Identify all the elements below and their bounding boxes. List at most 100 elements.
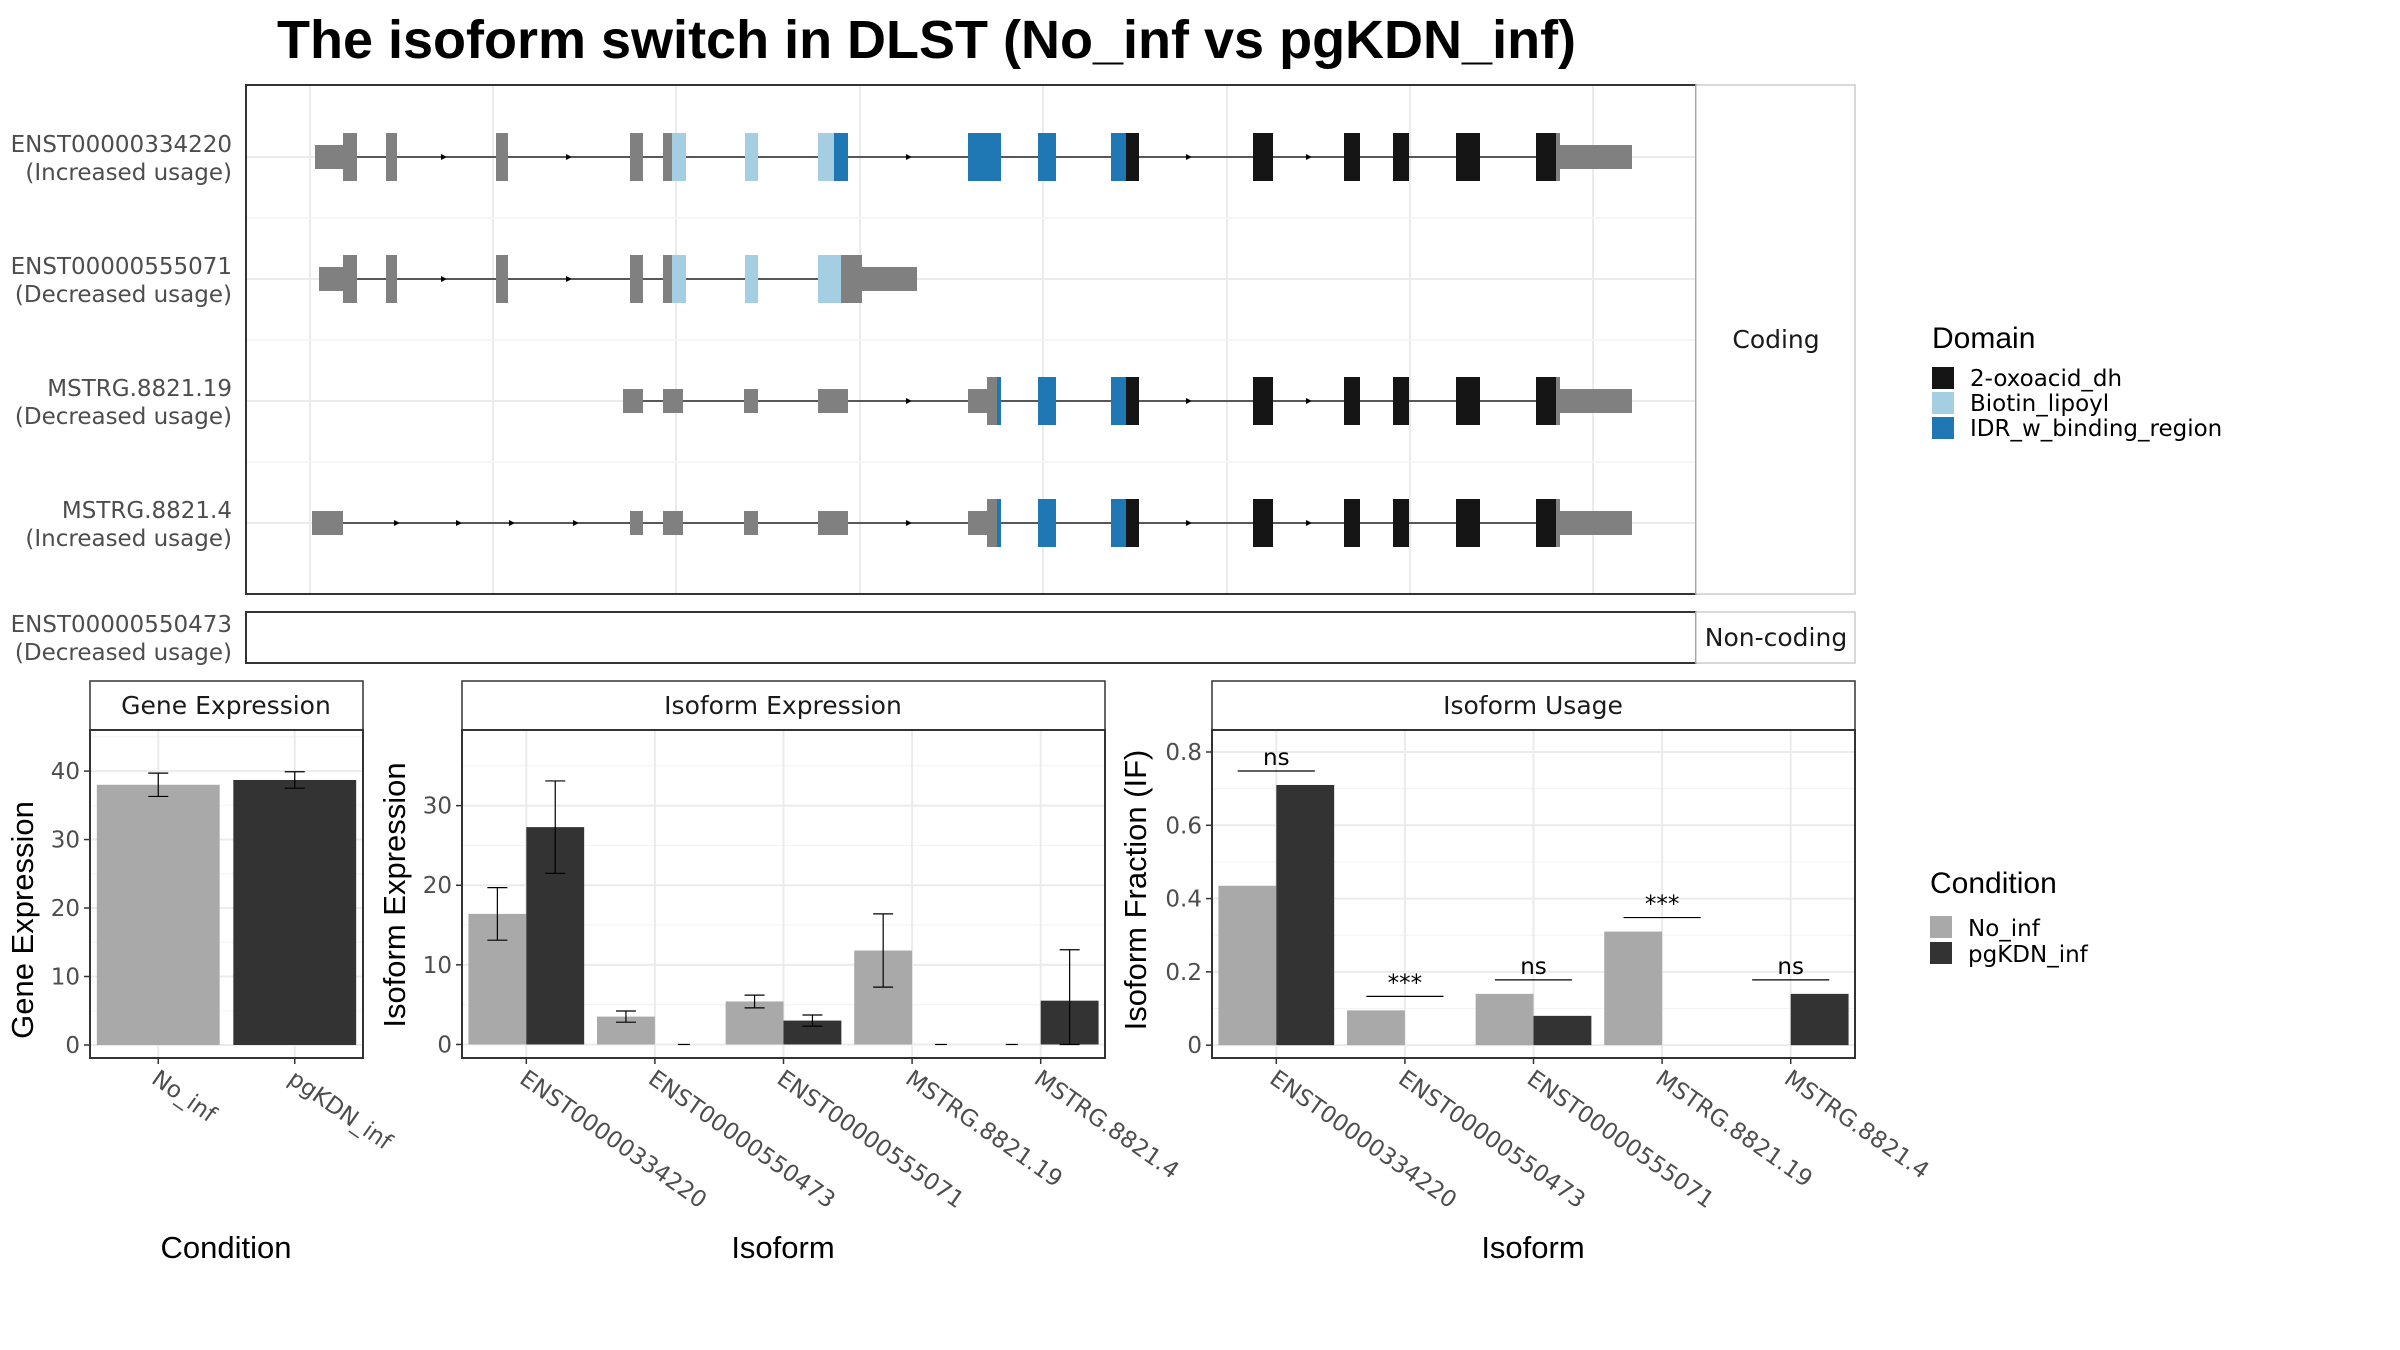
significance-label: ns [1263, 745, 1290, 771]
exon-block [663, 511, 683, 535]
y-tick-label: 10 [423, 953, 452, 979]
exon-block [1556, 377, 1560, 425]
y-tick-label: 0.8 [1165, 740, 1202, 766]
transcript-usage-label: (Decreased usage) [15, 404, 232, 430]
exon-block [841, 255, 862, 303]
legend-key-pgkdn-inf [1930, 942, 1952, 964]
transcript-track [315, 133, 1632, 181]
exon-block [1344, 377, 1360, 425]
exon-block [1393, 499, 1409, 547]
y-axis-title: Gene Expression [5, 801, 40, 1039]
transcript-id-label: ENST00000550473 [11, 612, 232, 638]
exon-block [663, 389, 683, 413]
structure-tracks [312, 133, 1632, 649]
transcript-id-label: MSTRG.8821.19 [47, 376, 232, 402]
bar [1790, 993, 1849, 1046]
exon-block [1560, 389, 1632, 413]
exon-block [745, 255, 758, 303]
exon-block [1038, 377, 1056, 425]
y-tick-label: 10 [51, 965, 80, 991]
strand-arrow [441, 276, 447, 282]
exon-block [1344, 133, 1360, 181]
bar [1604, 931, 1663, 1046]
legend-label: 2-oxoacid_dh [1970, 366, 2122, 392]
exon-block [312, 511, 343, 535]
exon-block [968, 511, 987, 535]
y-tick-label: 20 [423, 873, 452, 899]
x-tick-label: No_inf [147, 1066, 222, 1129]
exon-block [968, 389, 987, 413]
y-tick-label: 20 [51, 896, 80, 922]
exon-block [1536, 377, 1556, 425]
exon-block [818, 255, 841, 303]
transcript-structure-panel: Coding Non-coding ENST00000334220 (Incre… [11, 84, 1856, 666]
bar [1218, 885, 1277, 1046]
transcript-usage-label: (Decreased usage) [15, 282, 232, 308]
y-tick-label: 0 [65, 1033, 80, 1059]
exon-block [1456, 133, 1480, 181]
x-axis-title: Isoform [731, 1230, 834, 1265]
strand-arrow [906, 520, 912, 526]
transcript-usage-label: (Increased usage) [25, 160, 232, 186]
exon-block [1556, 499, 1560, 547]
x-tick-label: pgKDN_inf [283, 1066, 397, 1157]
transcript-track [623, 377, 1632, 425]
exon-block [968, 133, 1001, 181]
exon-block [319, 267, 343, 291]
y-tick-label: 0.4 [1165, 887, 1202, 913]
strand-arrow [1186, 520, 1192, 526]
exon-block [745, 133, 758, 181]
significance-label: *** [1388, 970, 1423, 996]
transcript-track [319, 255, 917, 303]
exon-block [672, 133, 686, 181]
transcript-usage-label: (Decreased usage) [15, 640, 232, 666]
bar [783, 1020, 842, 1045]
strand-arrow [906, 154, 912, 160]
significance-label: ns [1520, 954, 1547, 980]
exon-block [818, 133, 834, 181]
bar [725, 1001, 784, 1045]
exon-block [1560, 511, 1632, 535]
bar [1475, 993, 1534, 1046]
panel-title: Isoform Usage [1443, 691, 1623, 720]
bar [1533, 1015, 1592, 1046]
legend-key-biotin-lipoyl [1932, 392, 1954, 414]
plot-border [1211, 729, 1856, 1059]
strand-arrow [394, 520, 400, 526]
exon-block [1344, 499, 1360, 547]
legend-label: pgKDN_inf [1968, 942, 2089, 968]
exon-block [997, 499, 1001, 547]
y-axis-title: Isoform Fraction (IF) [1118, 750, 1153, 1031]
legend-label: No_inf [1968, 916, 2041, 942]
isoform-usage-panel: Isoform Usage 00.20.40.60.8ENST000003342… [1118, 680, 1934, 1265]
strand-arrow [566, 276, 572, 282]
y-axis-title: Isoform Expression [377, 762, 412, 1027]
y-tick-label: 30 [423, 794, 452, 820]
exon-block [1038, 499, 1056, 547]
strand-arrow [906, 398, 912, 404]
bar [233, 779, 357, 1045]
legend-key-no-inf [1930, 916, 1952, 938]
transcript-id-label: ENST00000555071 [11, 254, 232, 280]
exon-block [1253, 133, 1273, 181]
exon-block [834, 133, 848, 181]
strand-arrow [456, 520, 462, 526]
exon-block [1038, 133, 1056, 181]
exon-block [663, 133, 672, 181]
significance-label: *** [1645, 892, 1680, 918]
figure-title: The isoform switch in DLST (No_inf vs pg… [277, 10, 1576, 70]
strand-arrow [1186, 398, 1192, 404]
legend-key-idr-binding-region [1932, 417, 1954, 439]
coding-strip [1695, 84, 1856, 595]
strand-arrow [573, 520, 579, 526]
panel-strip [89, 680, 364, 731]
legend-key-2-oxoacid-dh [1932, 367, 1954, 389]
y-tick-label: 0.2 [1165, 960, 1202, 986]
exon-block [1253, 499, 1273, 547]
exon-block [343, 255, 357, 303]
exon-block [1126, 499, 1139, 547]
condition-legend-title: Condition [1930, 867, 2057, 900]
exon-block [1393, 133, 1409, 181]
noncoding-panel-border [245, 611, 1697, 664]
y-tick-label: 30 [51, 828, 80, 854]
